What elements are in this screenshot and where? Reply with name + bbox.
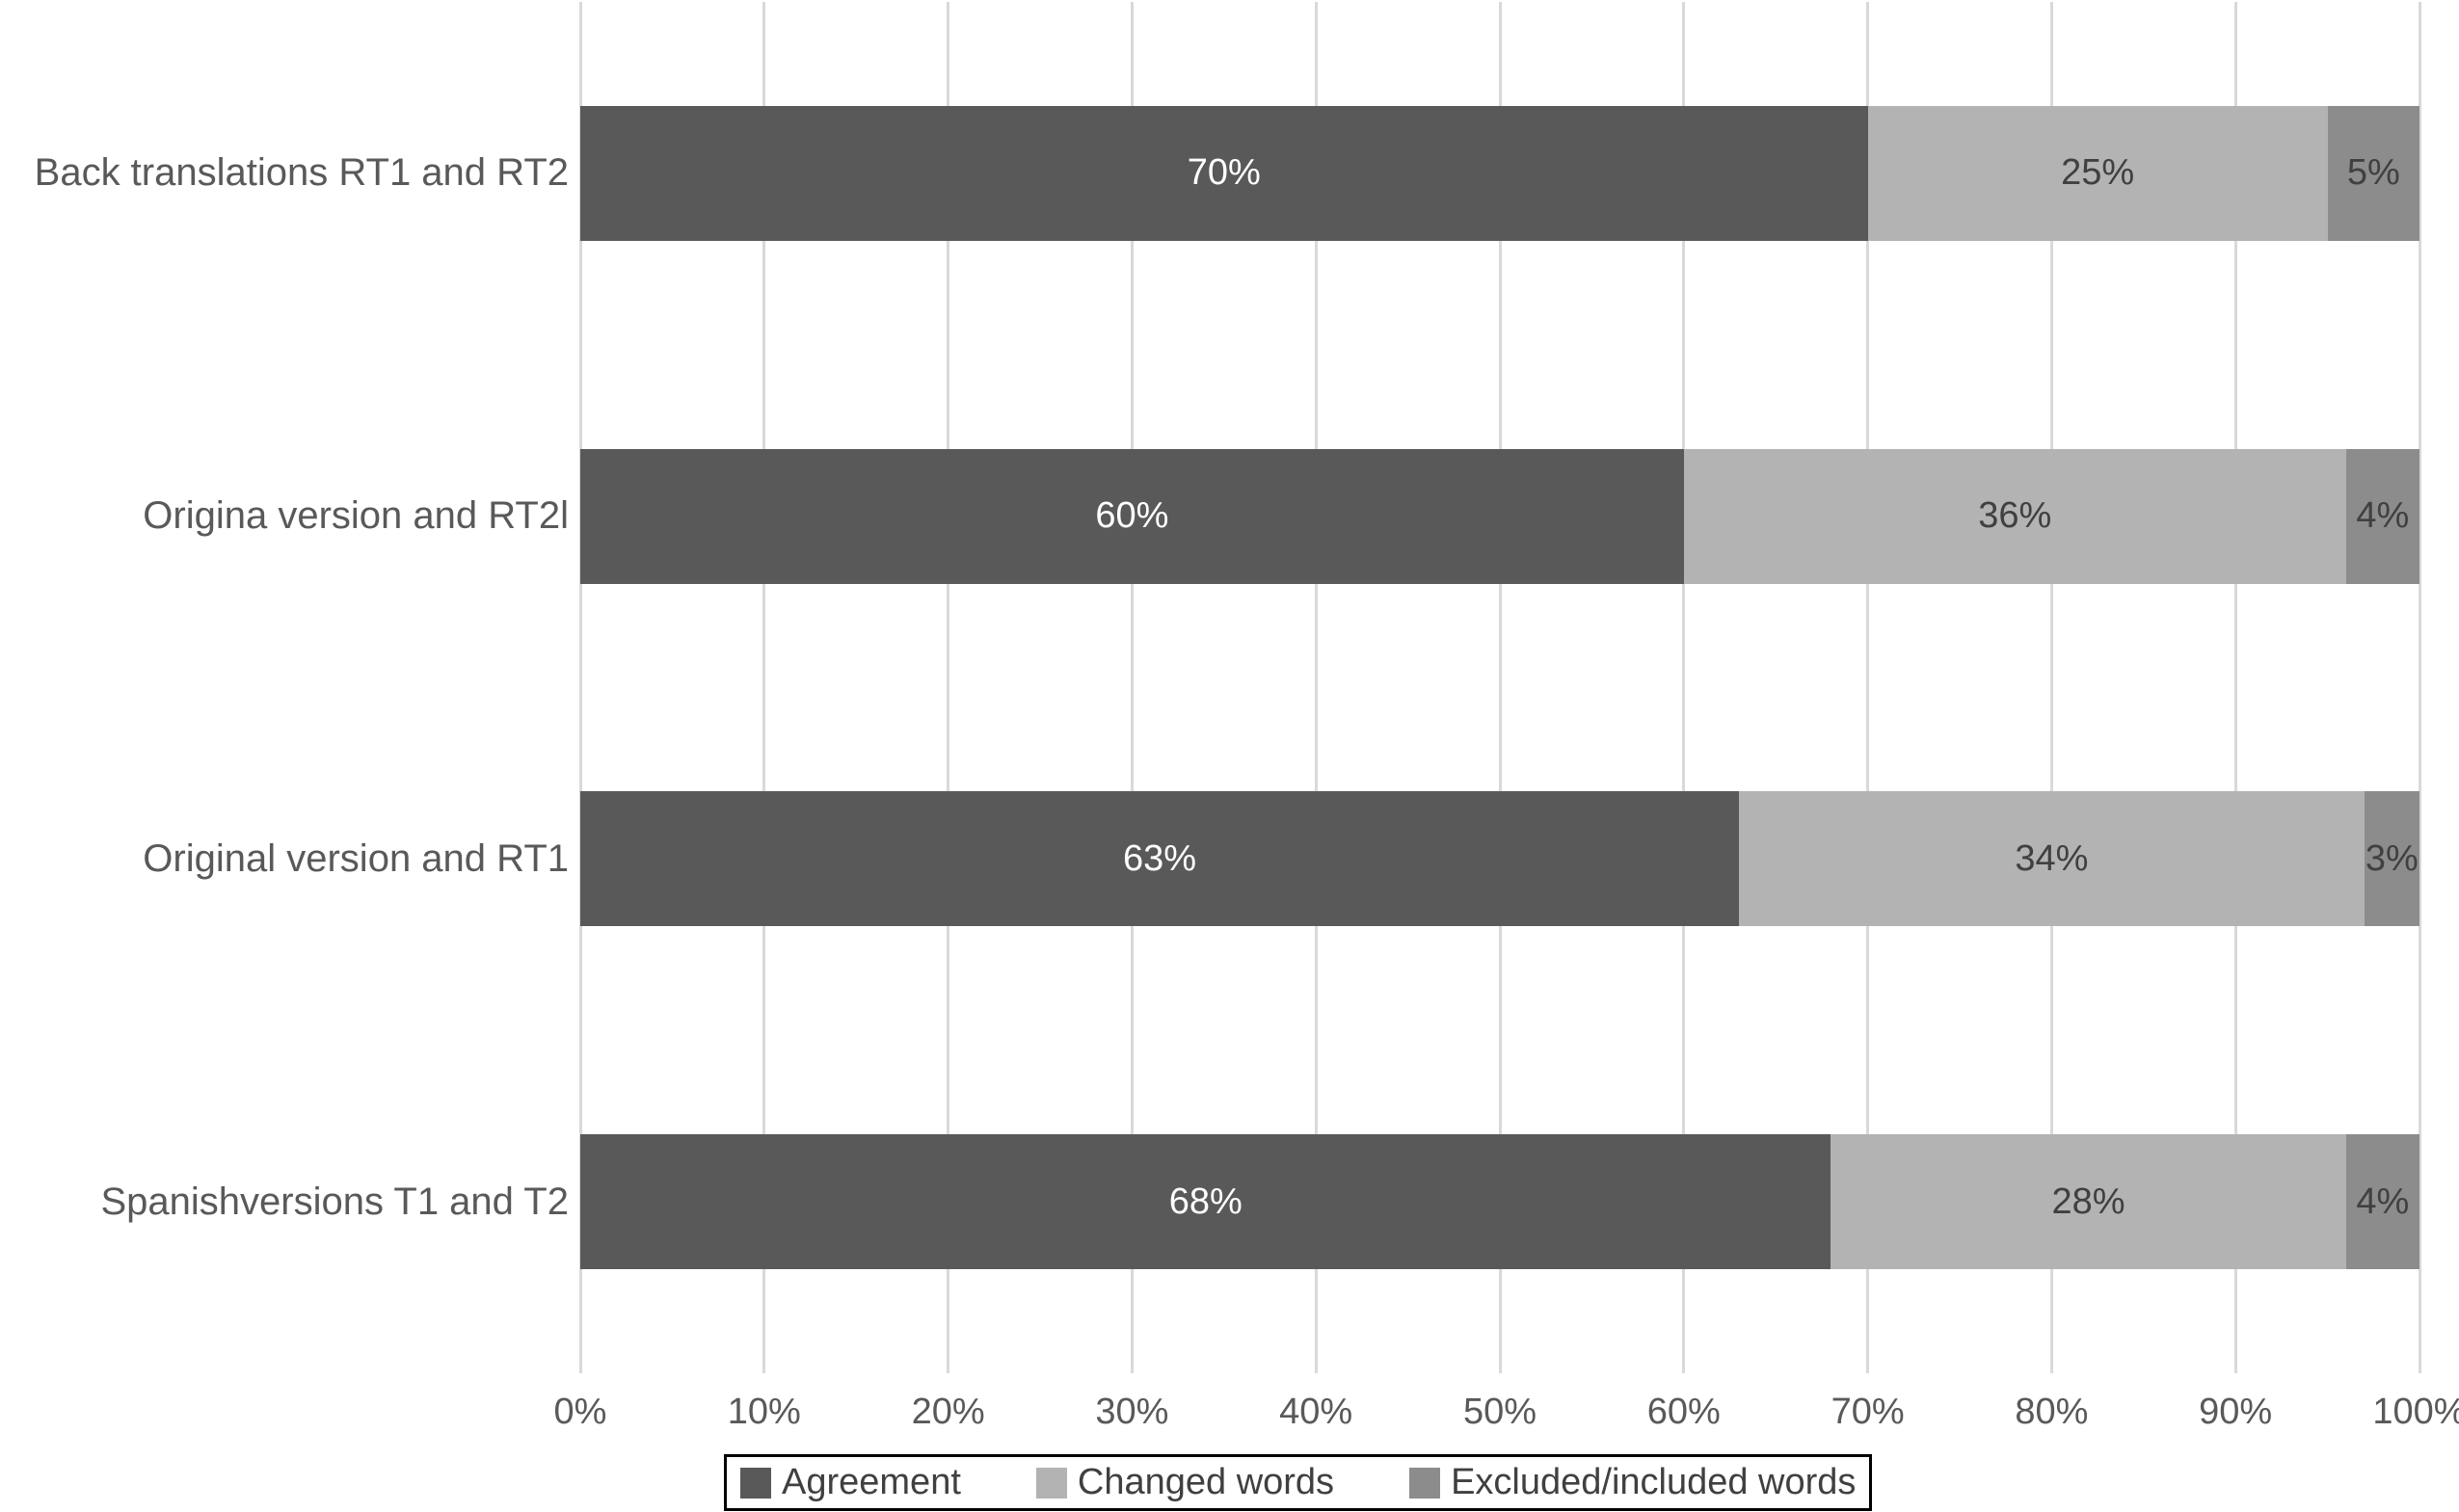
x-tick-label: 40% (1279, 1392, 1353, 1432)
bar-segment-changed-words: 25% (1867, 105, 2328, 241)
bar-segment-excluded-included-words: 4% (2345, 1134, 2419, 1270)
bar-row: 63% 34% 3% (580, 791, 2419, 927)
gridline (1498, 2, 1502, 1373)
bar-segment-changed-words: 28% (1831, 1134, 2346, 1270)
legend: Agreement Changed words Excluded/included … (724, 1454, 1873, 1511)
legend-item: Changed words (1035, 1462, 1335, 1503)
bar-value-label: 5% (2346, 152, 2400, 194)
x-tick-label: 70% (1831, 1392, 1905, 1432)
gridline (1866, 2, 1870, 1373)
bar-segment-agreement: 68% (580, 1134, 1831, 1270)
bar-segment-agreement: 70% (580, 105, 1868, 241)
bar-row: 60% 36% 4% (580, 448, 2419, 584)
bar-value-label: 4% (2356, 495, 2410, 537)
bar-value-label: 28% (2051, 1180, 2125, 1222)
legend-label: Excluded/included words (1451, 1462, 1857, 1502)
category-label: Origina version and RT2l (143, 494, 569, 538)
bar-segment-excluded-included-words: 3% (2364, 791, 2419, 927)
x-tick-label: 30% (1095, 1392, 1169, 1432)
x-tick-label: 80% (2015, 1392, 2089, 1432)
gridline (2233, 2, 2237, 1373)
x-tick-label: 20% (911, 1392, 985, 1432)
bar-value-label: 3% (2365, 837, 2419, 879)
bar-value-label: 4% (2356, 1180, 2410, 1222)
bar-segment-excluded-included-words: 4% (2345, 448, 2419, 584)
bar-segment-agreement: 60% (580, 448, 1684, 584)
x-tick-label: 50% (1462, 1392, 1537, 1432)
bar-value-label: 34% (2015, 837, 2089, 879)
legend-swatch-agreement (740, 1467, 771, 1499)
x-tick-label: 60% (1646, 1392, 1721, 1432)
bar-row: 70% 25% 5% (580, 105, 2419, 241)
bar-segment-changed-words: 34% (1739, 791, 2365, 927)
x-tick-label: 0% (553, 1392, 607, 1432)
legend-item: Excluded/included words (1409, 1462, 1856, 1503)
category-label: Spanishversions T1 and T2 (100, 1180, 570, 1223)
bar-segment-changed-words: 36% (1683, 448, 2346, 584)
bar-value-label: 70% (1187, 152, 1261, 194)
legend-swatch-excluded-included-words (1409, 1467, 1441, 1499)
bar-value-label: 36% (1978, 495, 2052, 537)
gridline (762, 2, 766, 1373)
legend-label: Agreement (782, 1462, 961, 1502)
legend-swatch-changed-words (1035, 1467, 1067, 1499)
bar-segment-agreement: 63% (580, 791, 1740, 927)
bar-value-label: 25% (2061, 152, 2135, 194)
x-tick-label: 90% (2199, 1392, 2273, 1432)
gridline (1682, 2, 1686, 1373)
gridline (578, 2, 582, 1373)
legend-label: Changed words (1077, 1462, 1335, 1502)
gridline (1130, 2, 1134, 1373)
x-tick-label: 100% (2372, 1392, 2459, 1432)
gridline (2049, 2, 2053, 1373)
bar-segment-excluded-included-words: 5% (2327, 105, 2419, 241)
bar-value-label: 68% (1168, 1180, 1243, 1222)
category-label: Original version and RT1 (143, 836, 569, 880)
bar-value-label: 63% (1122, 837, 1197, 879)
category-label: Back translations RT1 and RT2 (34, 151, 569, 195)
bar-row: 68% 28% 4% (580, 1134, 2419, 1270)
bar-value-label: 60% (1095, 495, 1169, 537)
legend-item: Agreement (740, 1462, 961, 1503)
x-tick-label: 10% (727, 1392, 801, 1432)
gridline (1314, 2, 1318, 1373)
gridline (947, 2, 950, 1373)
gridline (2418, 2, 2421, 1373)
